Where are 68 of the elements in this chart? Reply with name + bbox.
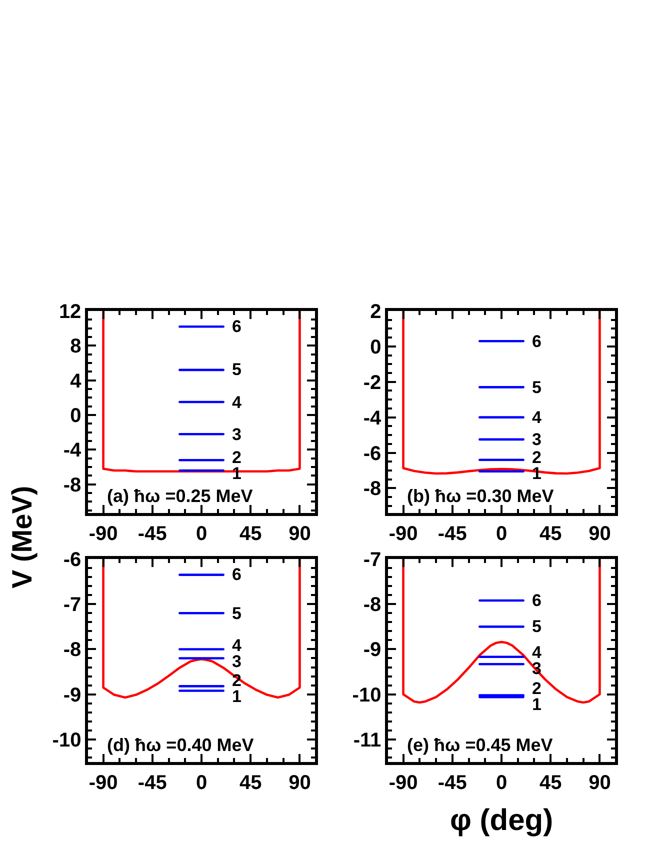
series-label: 6 [532, 591, 542, 610]
x-tick-label: 90 [588, 522, 611, 545]
x-tick-label: -45 [438, 522, 467, 545]
y-tick-label: -7 [363, 549, 382, 571]
x-tick-label: 45 [239, 772, 262, 794]
series-label: 3 [232, 652, 242, 671]
x-tick-label: -45 [138, 772, 167, 794]
y-tick-label: -2 [363, 372, 382, 394]
x-tick-label: -90 [388, 522, 418, 545]
series-label: 5 [532, 617, 542, 636]
y-tick-label: -8 [363, 478, 382, 500]
text: (a) ħω =0.25 MeV [107, 486, 253, 506]
series-label: 4 [232, 393, 242, 412]
series-label: 4 [532, 643, 542, 662]
series-label: 4 [532, 408, 542, 427]
series-label: 4 [232, 636, 242, 655]
series-label: 1 [532, 695, 542, 714]
y-tick-label: -7 [63, 594, 82, 616]
series-label: 5 [532, 378, 542, 397]
x-tick-label: -45 [438, 772, 467, 794]
y-tick-label: 12 [58, 301, 82, 323]
y-tick-label: -4 [63, 440, 82, 462]
y-tick-label: -6 [363, 442, 382, 465]
x-tick-label: 90 [288, 522, 311, 545]
series-label: 3 [232, 425, 242, 444]
y-tick-label: 4 [70, 370, 82, 392]
x-tick-label: 90 [588, 772, 611, 794]
y-tick-label: -4 [363, 407, 382, 430]
x-tick-label: 90 [288, 772, 311, 794]
y-axis-title: V (MeV) [6, 486, 38, 588]
series-label: 5 [232, 360, 242, 379]
y-tick-label: -9 [63, 684, 82, 706]
y-tick-label: -10 [352, 684, 382, 706]
text: (e) ħω =0.45 MeV [407, 735, 553, 755]
x-tick-label: 0 [196, 522, 208, 545]
x-tick-label: -90 [388, 772, 418, 794]
x-tick-label: 45 [539, 772, 562, 794]
x-tick-label: 0 [496, 522, 508, 545]
x-tick-label: 0 [196, 772, 208, 794]
series-label: 3 [532, 430, 542, 449]
y-tick-label: -8 [63, 639, 82, 662]
x-tick-label: 45 [239, 522, 262, 545]
y-tick-label: -11 [353, 729, 382, 752]
x-tick-label: 45 [539, 522, 562, 545]
series-label: 6 [232, 565, 242, 584]
text: (b) ħω =0.30 MeV [407, 486, 554, 506]
y-tick-label: 8 [70, 336, 82, 358]
y-tick-label: -10 [52, 729, 82, 752]
x-tick-label: -45 [138, 522, 167, 545]
y-tick-label: -6 [63, 549, 82, 571]
y-tick-label: 0 [70, 405, 82, 428]
y-tick-label: -8 [63, 474, 82, 496]
y-tick-label: 0 [370, 336, 382, 358]
series-label: 1 [232, 687, 242, 706]
y-tick-label: -8 [363, 594, 382, 616]
series-label: 2 [232, 448, 242, 467]
y-tick-label: 2 [370, 301, 382, 323]
series-label: 5 [232, 604, 242, 623]
x-tick-label: 0 [496, 772, 508, 794]
series-label: 6 [532, 332, 542, 351]
y-tick-label: -9 [363, 639, 382, 662]
x-axis-title: φ (deg) [450, 804, 554, 837]
x-tick-label: -90 [88, 772, 118, 794]
x-tick-label: -90 [88, 522, 118, 545]
series-label: 6 [232, 317, 242, 336]
text: (d) ħω =0.40 MeV [107, 735, 254, 755]
series-label: 2 [532, 448, 542, 467]
series-label: 2 [532, 679, 542, 698]
